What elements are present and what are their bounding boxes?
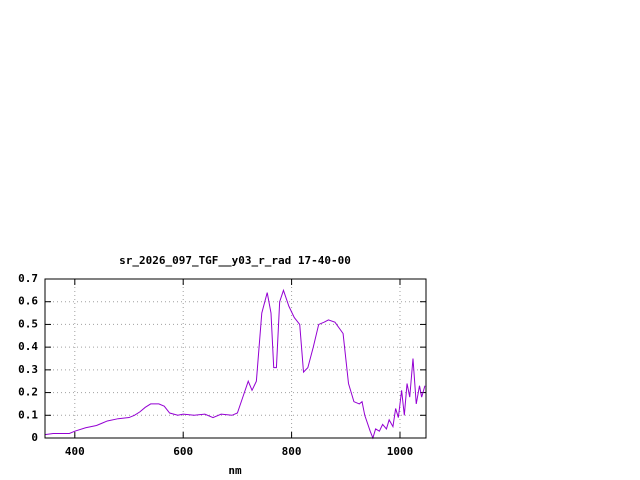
y-tick-label: 0.6 [18, 295, 38, 308]
y-tick-label: 0 [31, 431, 38, 444]
y-tick-label: 0.2 [18, 386, 38, 399]
x-tick-label: 800 [282, 445, 302, 458]
x-tick-label: 600 [173, 445, 193, 458]
plot-border [44, 278, 427, 439]
chart-title: sr_2026_097_TGF__y03_r_rad 17-40-00 [119, 254, 351, 267]
y-tick-label: 0.3 [18, 363, 38, 376]
y-tick-label: 0.1 [18, 408, 38, 421]
x-tick-label: 400 [65, 445, 85, 458]
data-line [44, 288, 426, 440]
y-tick-label: 0.5 [18, 317, 38, 330]
y-tick-label: 0.7 [18, 272, 38, 285]
x-tick-label: 1000 [387, 445, 414, 458]
y-tick-label: 0.4 [18, 340, 38, 353]
x-axis-label: nm [228, 464, 242, 477]
